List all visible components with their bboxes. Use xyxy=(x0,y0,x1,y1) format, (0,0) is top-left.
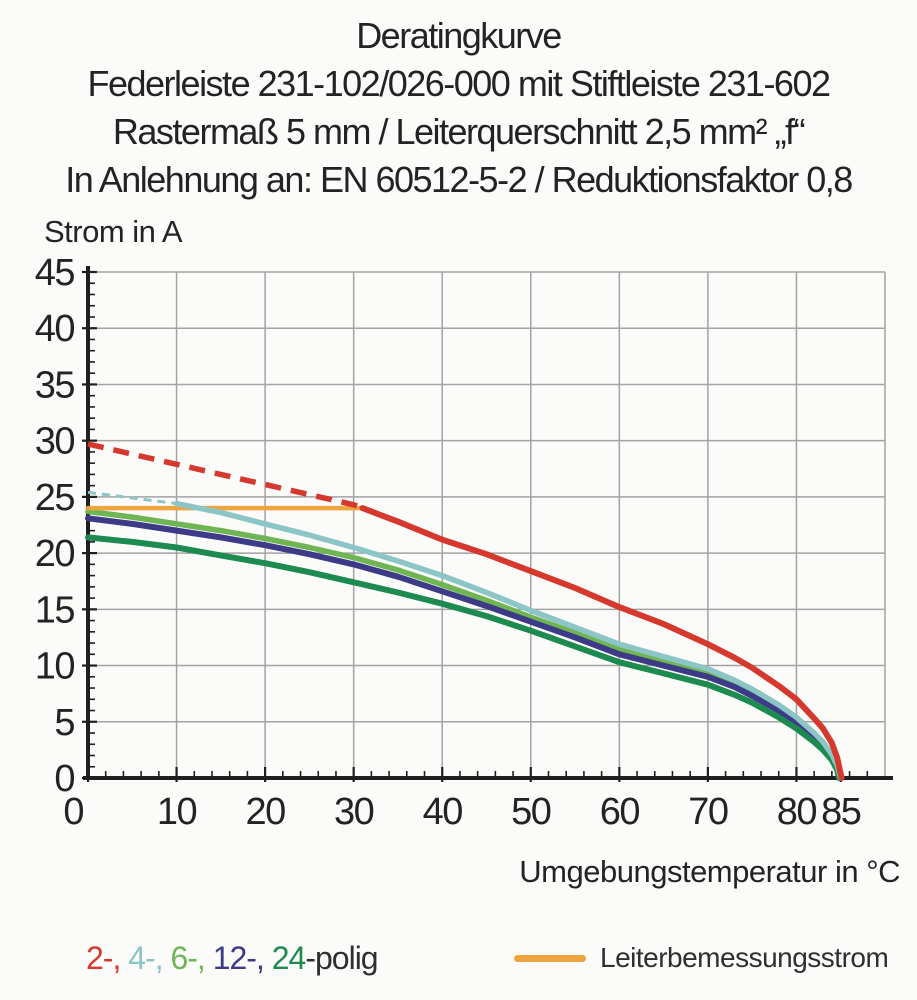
x-tick-label: 0 xyxy=(63,791,83,833)
x-axis-title: Umgebungstemperatur in °C xyxy=(519,854,900,889)
y-tick-label: 0 xyxy=(54,758,74,800)
legend-2-polig: 2-, xyxy=(86,940,129,976)
y-tick-label: 20 xyxy=(35,533,75,575)
rated-current-label: Leiterbemessungsstrom xyxy=(600,942,889,973)
x-tick-label: 50 xyxy=(511,791,551,833)
legend-12-polig: 12-, xyxy=(212,940,272,976)
y-tick-label: 30 xyxy=(35,421,75,463)
curve-2-polig xyxy=(359,505,845,781)
chart-subtitle-1: Federleiste 231-102/026-000 mit Stiftlei… xyxy=(87,63,832,104)
x-tick-label: 20 xyxy=(245,791,285,833)
y-tick-label: 25 xyxy=(35,477,75,519)
title-block: Deratingkurve Federleiste 231-102/026-00… xyxy=(0,12,917,204)
curve-4-polig xyxy=(173,500,844,781)
curve-2-polig-dashed xyxy=(87,441,364,511)
y-tick-label: 35 xyxy=(35,364,75,406)
rated-current-line-swatch xyxy=(514,954,586,962)
legend-4-polig: 4-, xyxy=(128,940,171,976)
curve-24-polig xyxy=(85,534,842,781)
x-tick-label: 80 xyxy=(777,791,817,833)
chart-subtitle-2: Rastermaß 5 mm / Leiterquerschnitt 2,5 m… xyxy=(112,111,806,152)
legend-polig-suffix: -polig xyxy=(305,940,378,976)
x-tick-label: 30 xyxy=(334,791,374,833)
x-tick-label: 40 xyxy=(423,791,463,833)
chart-title: Deratingkurve xyxy=(356,15,562,56)
x-tick-label: 60 xyxy=(600,791,640,833)
y-tick-label: 15 xyxy=(35,589,75,631)
curve-4-polig-dashed xyxy=(87,490,177,506)
poles-legend: 2-, 4-, 6-, 12-, 24-polig xyxy=(86,940,379,977)
chart-subtitle-3: In Anlehnung an: EN 60512-5-2 / Reduktio… xyxy=(65,159,853,200)
legend-24-polig: 24 xyxy=(271,940,307,976)
y-tick-label: 10 xyxy=(35,646,75,688)
x-tick-label: 70 xyxy=(688,791,728,833)
curve-12-polig xyxy=(85,515,843,781)
rated-current-legend: Leiterbemessungsstrom xyxy=(514,942,889,974)
x-tick-label: 85 xyxy=(821,791,861,833)
y-tick-label: 5 xyxy=(54,702,74,744)
x-tick-label: 10 xyxy=(157,791,197,833)
y-tick-label: 40 xyxy=(35,308,75,350)
y-axis-title: Strom in A xyxy=(44,214,183,249)
legend-6-polig: 6-, xyxy=(170,940,213,976)
y-tick-label: 45 xyxy=(35,252,75,294)
